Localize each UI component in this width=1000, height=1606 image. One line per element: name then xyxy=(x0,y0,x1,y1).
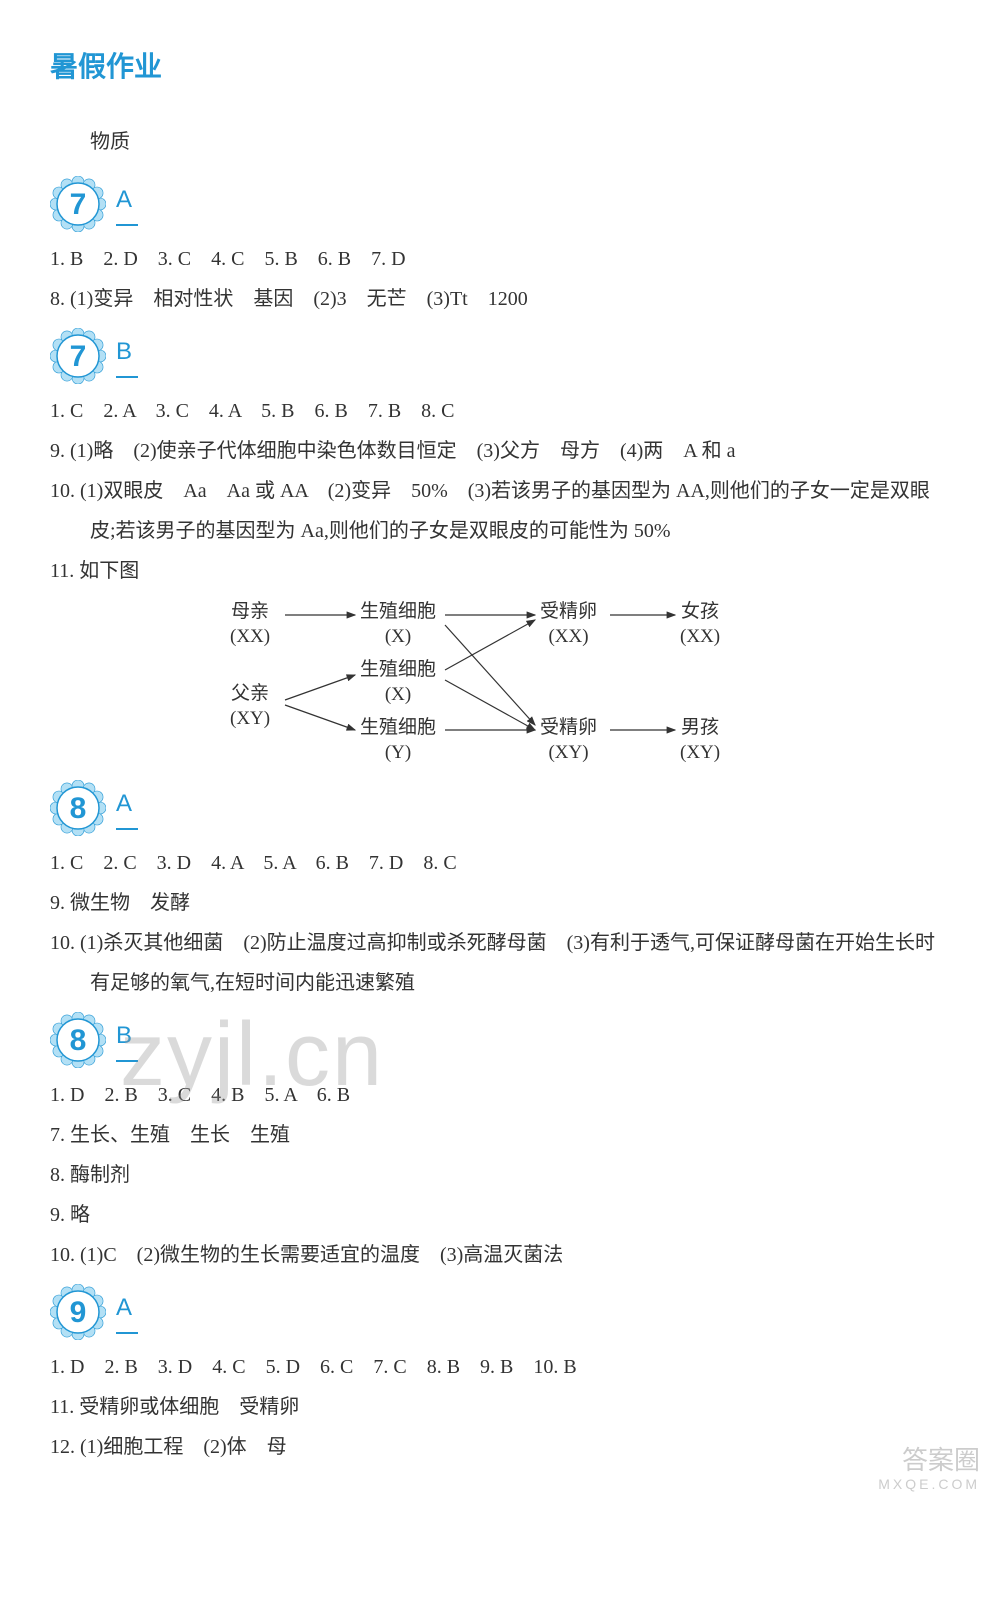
answer-line: 9. 微生物 发酵 xyxy=(50,884,950,922)
diagram-node-label: 父亲 xyxy=(230,682,270,707)
section-number: 8 xyxy=(70,780,87,837)
diagram-node-label: 男孩 xyxy=(680,716,720,741)
diagram-node-cellX_f: 生殖细胞 (X) xyxy=(360,658,436,707)
section-header: 8 B xyxy=(50,1012,950,1068)
flower-badge-icon: 8 xyxy=(50,780,106,836)
answer-line: 1. C 2. C 3. D 4. A 5. A 6. B 7. D 8. C xyxy=(50,844,950,882)
diagram-node-label: 生殖细胞 xyxy=(360,600,436,625)
answer-line: 9. 略 xyxy=(50,1196,950,1234)
section-number: 9 xyxy=(70,1284,87,1341)
section-number: 7 xyxy=(70,328,87,385)
diagram-node-genotype: (X) xyxy=(360,683,436,708)
diagram-node-label: 母亲 xyxy=(230,600,270,625)
section-label: A xyxy=(116,781,138,831)
flower-badge-icon: 9 xyxy=(50,1284,106,1340)
answer-line: 8. 酶制剂 xyxy=(50,1156,950,1194)
diagram-node-cellY: 生殖细胞 (Y) xyxy=(360,716,436,765)
diagram-node-father: 父亲 (XY) xyxy=(230,682,270,731)
section-header: 8 A xyxy=(50,780,950,836)
answer-line-continuation: 有足够的氧气,在短时间内能迅速繁殖 xyxy=(50,964,950,1002)
flower-badge-icon: 7 xyxy=(50,176,106,232)
diagram-node-genotype: (XX) xyxy=(230,625,270,650)
section-label: A xyxy=(116,1285,138,1335)
diagram-node-label: 受精卵 xyxy=(540,600,597,625)
watermark-corner-bottom: MXQE.COM xyxy=(878,1476,980,1493)
diagram-node-zygoteXY: 受精卵 (XY) xyxy=(540,716,597,765)
diagram-node-genotype: (XY) xyxy=(540,741,597,766)
diagram-node-genotype: (Y) xyxy=(360,741,436,766)
diagram-node-genotype: (XY) xyxy=(680,741,720,766)
answer-line: 12. (1)细胞工程 (2)体 母 xyxy=(50,1428,950,1466)
answer-line: 9. (1)略 (2)使亲子代体细胞中染色体数目恒定 (3)父方 母方 (4)两… xyxy=(50,432,950,470)
diagram-node-cellX_m: 生殖细胞 (X) xyxy=(360,600,436,649)
answer-line: 10. (1)双眼皮 Aa Aa 或 AA (2)变异 50% (3)若该男子的… xyxy=(50,472,950,510)
section-header: 7 B xyxy=(50,328,950,384)
diagram-node-genotype: (XX) xyxy=(680,625,720,650)
answer-line: 8. (1)变异 相对性状 基因 (2)3 无芒 (3)Tt 1200 xyxy=(50,280,950,318)
diagram-node-label: 受精卵 xyxy=(540,716,597,741)
diagram-node-label: 生殖细胞 xyxy=(360,658,436,683)
diagram-node-mother: 母亲 (XX) xyxy=(230,600,270,649)
diagram-node-genotype: (XX) xyxy=(540,625,597,650)
answer-line: 11. 如下图 xyxy=(50,552,950,590)
answer-line: 1. D 2. B 3. D 4. C 5. D 6. C 7. C 8. B … xyxy=(50,1348,950,1386)
answer-line-continuation: 皮;若该男子的基因型为 Aa,则他们的子女是双眼皮的可能性为 50% xyxy=(50,512,950,550)
answer-line: 1. C 2. A 3. C 4. A 5. B 6. B 7. B 8. C xyxy=(50,392,950,430)
section-header: 9 A xyxy=(50,1284,950,1340)
answer-line: 7. 生长、生殖 生长 生殖 xyxy=(50,1116,950,1154)
diagram-node-zygoteXX: 受精卵 (XX) xyxy=(540,600,597,649)
section-label: B xyxy=(116,1013,138,1063)
section-label: B xyxy=(116,329,138,379)
flower-badge-icon: 8 xyxy=(50,1012,106,1068)
section-number: 7 xyxy=(70,176,87,233)
answer-line: 1. D 2. B 3. C 4. B 5. A 6. B xyxy=(50,1076,950,1114)
diagram-node-label: 女孩 xyxy=(680,600,720,625)
diagram-node-girl: 女孩 (XX) xyxy=(680,600,720,649)
flower-badge-icon: 7 xyxy=(50,328,106,384)
section-number: 8 xyxy=(70,1012,87,1069)
diagram-node-label: 生殖细胞 xyxy=(360,716,436,741)
diagram-node-genotype: (X) xyxy=(360,625,436,650)
section-label: A xyxy=(116,177,138,227)
answer-line: 10. (1)C (2)微生物的生长需要适宜的温度 (3)高温灭菌法 xyxy=(50,1236,950,1274)
watermark-corner: 答案圈 MXQE.COM xyxy=(878,1445,980,1493)
sections-container: 7 A 1. B 2. D 3. C 4. C 5. B 6. B 7. D8.… xyxy=(50,176,950,1466)
watermark-corner-top: 答案圈 xyxy=(878,1445,980,1476)
answer-line: 1. B 2. D 3. C 4. C 5. B 6. B 7. D xyxy=(50,240,950,278)
intro-text: 物质 xyxy=(50,123,950,161)
inheritance-diagram: 母亲 (XX) 父亲 (XY) 生殖细胞 (X) 生殖细胞 (X) 生殖细胞 (… xyxy=(230,600,790,770)
answer-line: 11. 受精卵或体细胞 受精卵 xyxy=(50,1388,950,1426)
section-header: 7 A xyxy=(50,176,950,232)
diagram-node-genotype: (XY) xyxy=(230,707,270,732)
diagram-node-boy: 男孩 (XY) xyxy=(680,716,720,765)
page-title: 暑假作业 xyxy=(50,40,950,93)
answer-line: 10. (1)杀灭其他细菌 (2)防止温度过高抑制或杀死酵母菌 (3)有利于透气… xyxy=(50,924,950,962)
